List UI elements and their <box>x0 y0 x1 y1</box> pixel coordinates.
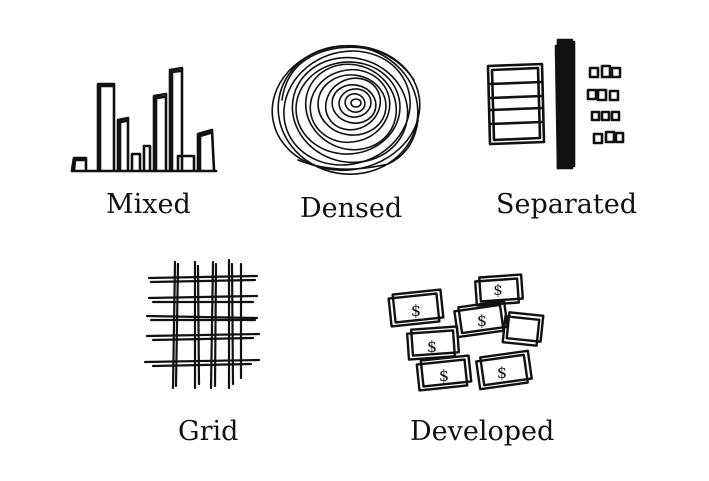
label-grid: Grid <box>178 416 239 447</box>
svg-text:$: $ <box>497 363 507 382</box>
svg-text:$: $ <box>477 311 487 330</box>
svg-text:$: $ <box>493 281 503 299</box>
label-mixed: Mixed <box>106 189 191 220</box>
svg-text:$: $ <box>411 301 421 320</box>
separated-blocks-sketch-icon <box>484 36 636 174</box>
dense-scribble-sketch-icon <box>268 40 424 180</box>
grid-sketch-icon <box>143 258 261 390</box>
developed-money-sketch-icon: $ $ $ $ $ $ <box>386 270 548 394</box>
svg-text:$: $ <box>439 366 449 385</box>
label-densed: Densed <box>300 193 403 224</box>
label-separated: Separated <box>496 189 637 220</box>
mixed-buildings-sketch-icon <box>70 66 220 174</box>
svg-text:$: $ <box>427 337 437 356</box>
label-developed: Developed <box>410 416 555 447</box>
